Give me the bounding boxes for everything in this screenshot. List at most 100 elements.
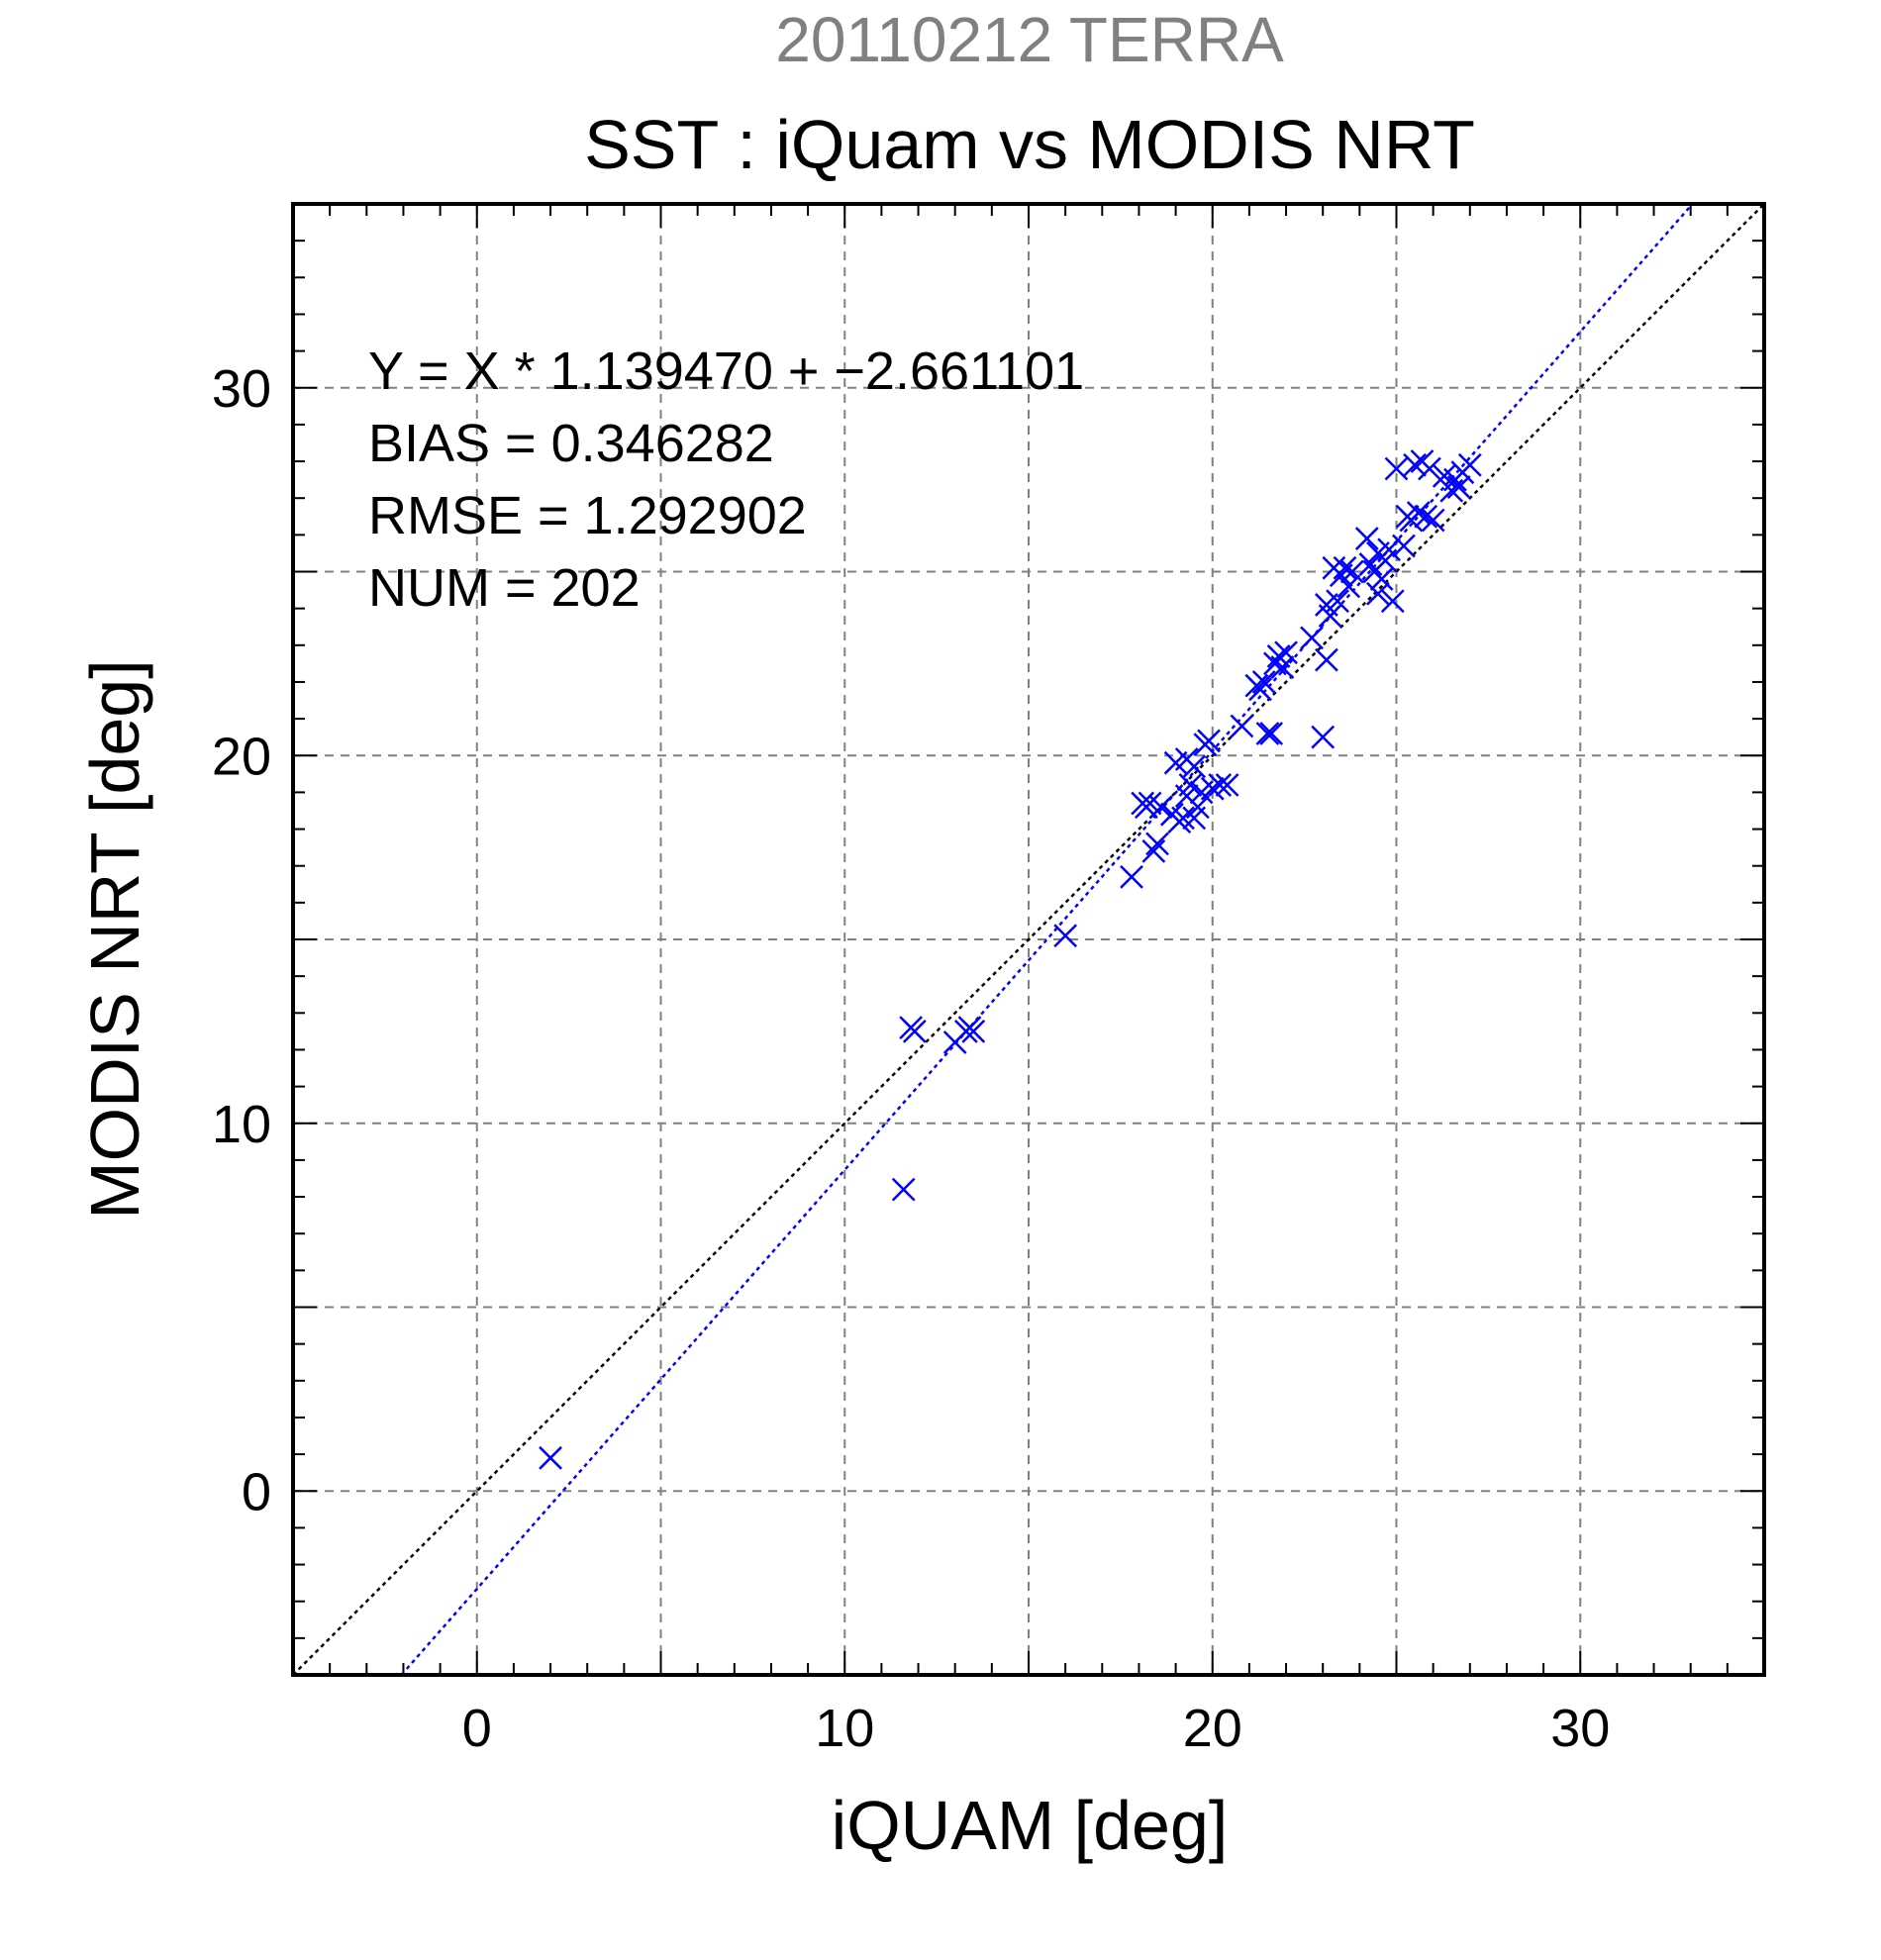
- data-point: [1141, 838, 1166, 863]
- data-point-stroke: [1354, 527, 1379, 550]
- data-point: [1392, 534, 1416, 558]
- data-point: [1145, 832, 1169, 856]
- data-point: [1200, 776, 1225, 801]
- data-point: [1171, 806, 1195, 831]
- data-point-stroke: [1148, 795, 1173, 820]
- data-point: [1318, 604, 1342, 628]
- y-axis-label: MODIS NRT [deg]: [76, 659, 153, 1219]
- x-tick-label: 0: [462, 1699, 492, 1758]
- data-point: [1384, 456, 1409, 481]
- data-point-stroke: [1178, 773, 1203, 797]
- stats-line-bias: BIAS = 0.346282: [368, 414, 774, 473]
- data-point: [1358, 552, 1383, 576]
- y-tick-label: 30: [212, 359, 271, 419]
- data-point-stroke: [1336, 574, 1361, 599]
- stats-line-num: NUM = 202: [368, 558, 641, 618]
- data-point: [1421, 508, 1445, 533]
- data-point-stroke: [961, 1019, 986, 1043]
- data-point-stroke: [1270, 655, 1295, 679]
- data-point: [1403, 452, 1427, 477]
- data-point-stroke: [1171, 806, 1195, 831]
- data-point-stroke: [1200, 776, 1225, 801]
- data-point-stroke: [1248, 677, 1272, 702]
- data-point: [1259, 722, 1284, 745]
- data-point-stroke: [1182, 754, 1207, 779]
- data-point-stroke: [1432, 464, 1456, 488]
- data-point: [1251, 670, 1276, 694]
- x-tick-label: 10: [815, 1699, 874, 1758]
- stats-line-rmse: RMSE = 1.292902: [368, 486, 807, 545]
- data-point-stroke: [1120, 864, 1143, 889]
- data-point: [1300, 626, 1324, 650]
- chart-supertitle: 20110212 TERRA: [775, 4, 1284, 75]
- data-point-stroke: [1197, 729, 1221, 753]
- data-point: [1248, 677, 1272, 702]
- data-points: [539, 449, 1482, 1470]
- data-point: [1369, 567, 1394, 591]
- y-tick-label: 20: [212, 727, 271, 786]
- data-point-stroke: [891, 1177, 916, 1202]
- data-point-stroke: [1230, 714, 1254, 738]
- data-point: [1326, 589, 1349, 614]
- data-point: [1270, 655, 1295, 679]
- data-point-stroke: [1145, 832, 1169, 856]
- data-point-stroke: [1251, 670, 1276, 694]
- data-point: [902, 1019, 927, 1043]
- data-point: [1336, 574, 1361, 599]
- stats-line-fit: Y = X * 1.139470 + −2.661101: [368, 342, 1084, 401]
- data-point-stroke: [1300, 626, 1324, 650]
- tick-labels: 0 10 20 30 0 10 20 30: [212, 359, 1610, 1758]
- data-point: [1230, 714, 1254, 738]
- y-tick-label: 10: [212, 1095, 271, 1154]
- data-point-stroke: [1315, 647, 1338, 672]
- data-point: [1354, 527, 1379, 550]
- data-point-stroke: [1446, 475, 1471, 499]
- data-point-stroke: [539, 1445, 562, 1470]
- data-point-stroke: [1186, 795, 1210, 820]
- data-point: [1380, 589, 1405, 614]
- data-point-stroke: [902, 1019, 927, 1043]
- data-point-stroke: [1053, 924, 1078, 948]
- data-point-stroke: [1311, 725, 1336, 749]
- data-point-stroke: [1384, 456, 1409, 481]
- data-point-stroke: [1366, 581, 1390, 606]
- data-point-stroke: [1369, 567, 1394, 591]
- data-point: [1333, 555, 1357, 580]
- data-point-stroke: [1340, 559, 1364, 584]
- reference-lines: [292, 203, 1765, 1676]
- x-axis-label: iQUAM [deg]: [832, 1787, 1229, 1864]
- data-point: [1418, 456, 1441, 481]
- data-point: [539, 1445, 562, 1470]
- data-point: [1274, 640, 1298, 665]
- data-point: [1182, 754, 1207, 779]
- y-tick-label: 0: [242, 1462, 271, 1521]
- data-point-stroke: [1406, 501, 1431, 525]
- data-point-stroke: [1138, 791, 1162, 816]
- data-point-stroke: [1403, 452, 1427, 477]
- data-point-stroke: [1418, 456, 1441, 481]
- data-point-stroke: [1318, 604, 1342, 628]
- data-point: [1406, 501, 1431, 525]
- identity-line: [292, 203, 1765, 1676]
- data-point: [961, 1019, 986, 1043]
- data-point-stroke: [1380, 589, 1405, 614]
- data-point-stroke: [1333, 555, 1357, 580]
- data-point: [891, 1177, 916, 1202]
- data-point-stroke: [1208, 773, 1233, 797]
- data-point: [1255, 722, 1280, 745]
- data-point: [1186, 795, 1210, 820]
- data-point-stroke: [1414, 504, 1438, 529]
- data-point: [1120, 864, 1143, 889]
- data-point-stroke: [1457, 452, 1482, 477]
- data-point: [1446, 475, 1471, 499]
- data-point: [1414, 504, 1438, 529]
- data-point: [1208, 773, 1233, 797]
- data-point-stroke: [1358, 552, 1383, 576]
- data-point: [1340, 559, 1364, 584]
- data-point-stroke: [1421, 508, 1445, 533]
- data-point: [1311, 725, 1336, 749]
- data-point: [1366, 581, 1390, 606]
- data-point-stroke: [1266, 644, 1291, 668]
- x-tick-label: 20: [1183, 1699, 1242, 1758]
